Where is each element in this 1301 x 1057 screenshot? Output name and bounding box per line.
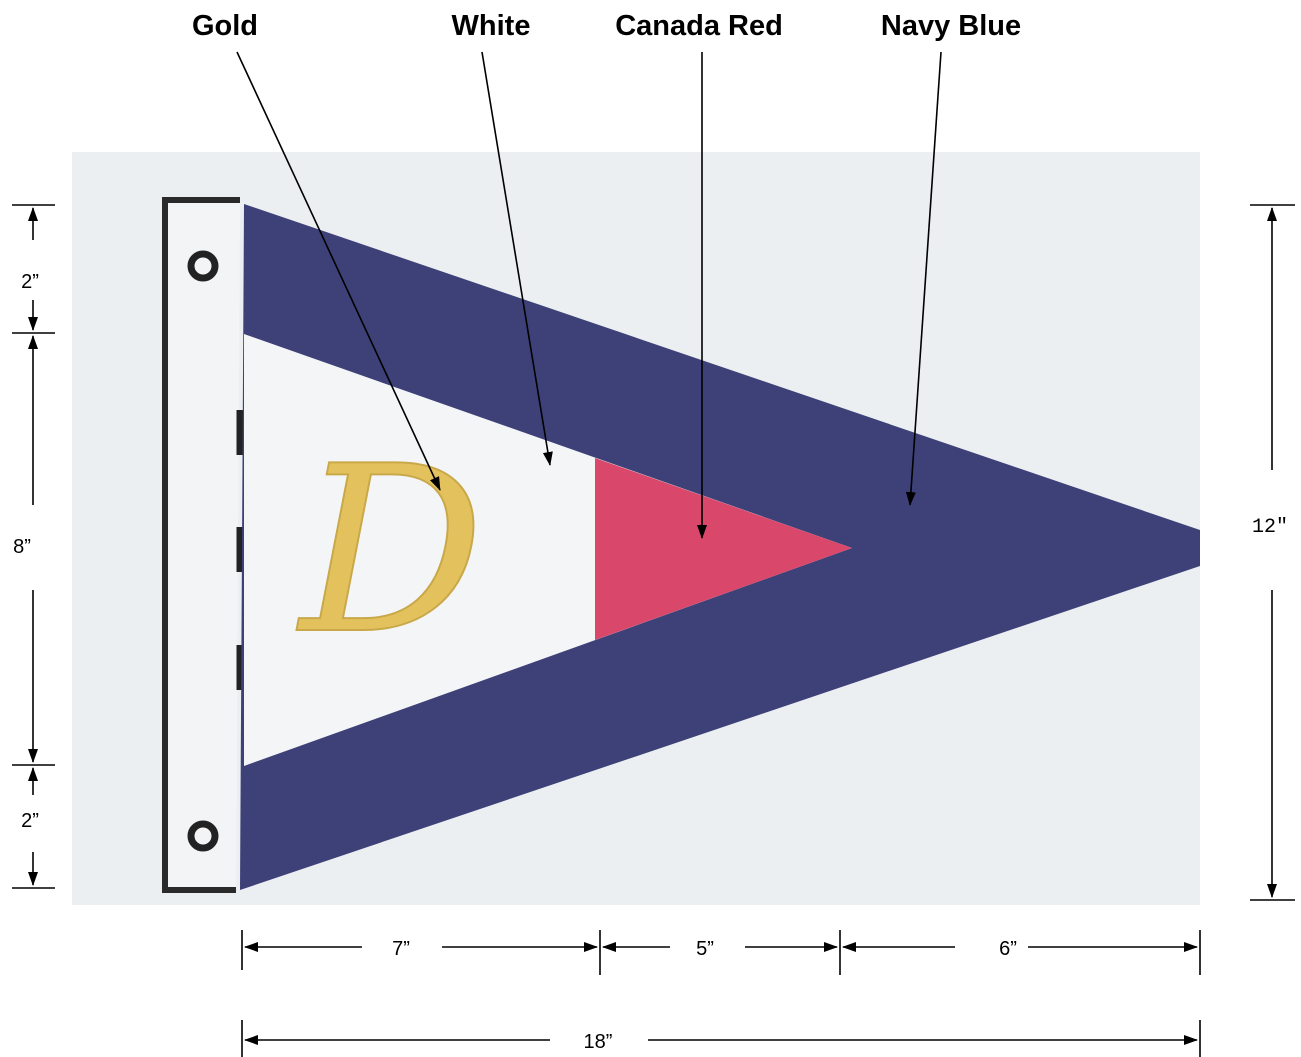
total-length-lines [241,1020,1201,1057]
dim-bottom-red: 5” [696,938,714,960]
label-canada-red: Canada Red [615,10,783,42]
leader-white [481,51,553,466]
label-white: White [452,10,531,42]
leader-gold [236,51,441,491]
dim-left-bottom: 2” [21,810,39,832]
dim-bottom-hoist: 7” [392,938,410,960]
white-region [244,334,852,766]
bottom-dimension-lines [241,930,1201,975]
canada-red-region [595,458,852,640]
hoist-sleeve [162,197,240,893]
leader-navy-blue [905,51,942,506]
label-gold: Gold [192,10,258,42]
right-dimension-lines [1250,204,1295,901]
dim-left-top: 2” [21,271,39,293]
left-dimension-lines [12,204,55,889]
grommet-top [187,250,219,282]
gold-letter-d: D [296,418,484,685]
label-navy-blue: Navy Blue [881,10,1021,42]
dim-bottom-fly: 6” [999,938,1017,960]
dim-total-length: 18” [584,1031,613,1053]
dim-left-middle: 8” [13,536,31,558]
dim-right-height: 12″ [1252,516,1288,539]
grommet-bottom [187,820,219,852]
